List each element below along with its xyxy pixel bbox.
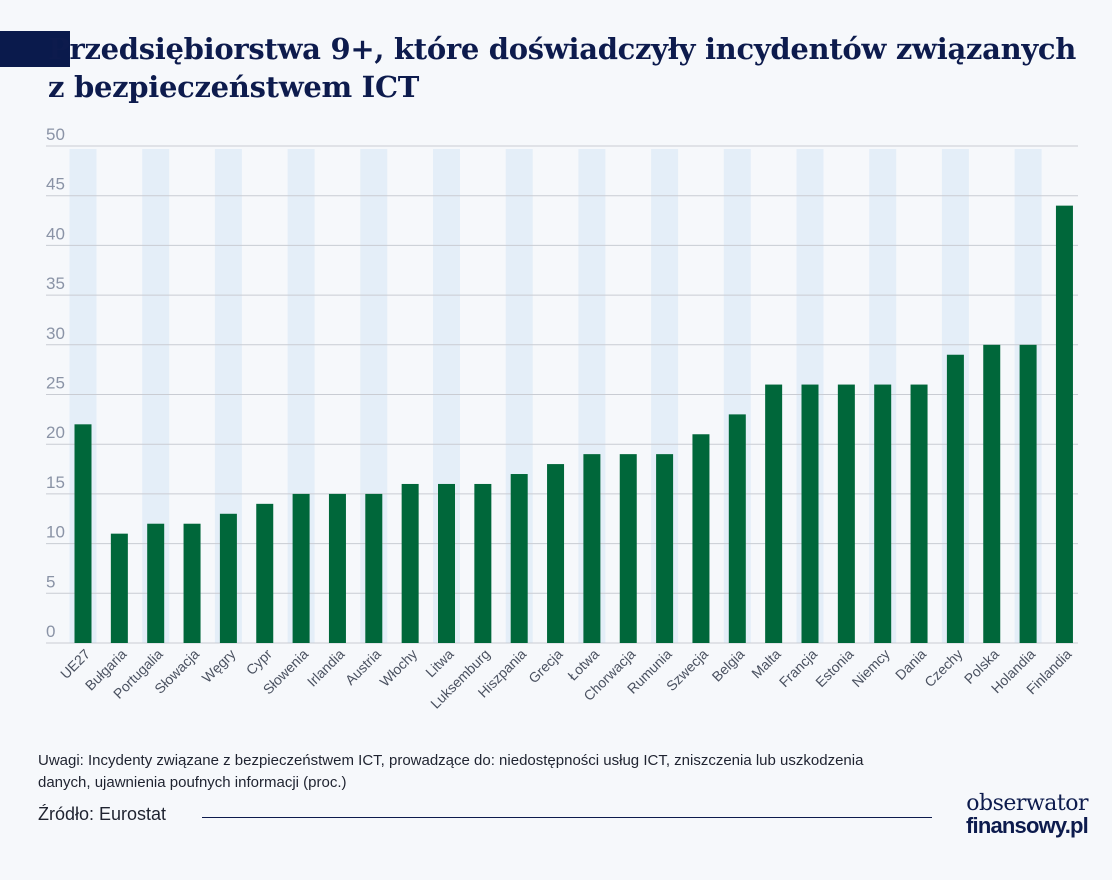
bar (328, 493, 346, 643)
x-category-label: Grecja (525, 646, 566, 687)
bar (219, 513, 237, 643)
bar (692, 434, 710, 643)
chart-title: Przedsiębiorstwa 9+, które doświadczyły … (48, 32, 1077, 104)
x-category-label: Estonia (812, 646, 856, 690)
logo-text-top: obserwator (966, 791, 1088, 816)
y-tick-label: 45 (46, 175, 65, 194)
x-category-label: Belgia (709, 646, 748, 685)
bar (910, 384, 928, 643)
y-tick-label: 5 (46, 572, 55, 591)
bar (438, 483, 455, 643)
source-label: Źródło: Eurostat (38, 804, 167, 824)
x-category-label: Francja (776, 646, 820, 690)
bar (837, 384, 855, 643)
bar (983, 344, 1001, 643)
bar (1055, 205, 1073, 643)
y-tick-label: 10 (46, 523, 65, 542)
bar (728, 414, 746, 643)
title-accent-bar (0, 31, 70, 67)
bar (147, 523, 165, 643)
x-category-label: Włochy (376, 646, 420, 690)
bar (183, 523, 201, 643)
logo-text-bottom: finansowy.pl (965, 813, 1089, 838)
gridlines (46, 145, 1078, 644)
bar (365, 493, 383, 643)
bar (656, 454, 674, 643)
bar (110, 533, 128, 643)
x-category-label: Niemcy (849, 646, 893, 690)
x-category-label: Czechy (921, 646, 965, 690)
x-category-label: Węgry (199, 646, 239, 686)
bar (874, 384, 892, 643)
bar (619, 454, 637, 643)
bar (256, 503, 274, 643)
bar (474, 483, 492, 643)
y-tick-label: 30 (46, 324, 65, 343)
bar (583, 454, 601, 643)
source-divider (202, 817, 932, 818)
y-axis-ticks: 0 5 10 15 20 25 30 35 40 45 50 (46, 125, 65, 641)
bar (74, 424, 92, 643)
y-tick-label: 25 (46, 374, 65, 393)
y-tick-label: 50 (46, 125, 65, 144)
y-tick-label: 15 (46, 473, 65, 492)
bar (765, 384, 783, 643)
y-tick-label: 40 (46, 224, 65, 243)
y-tick-label: 20 (46, 423, 65, 442)
x-category-label: Irlandia (304, 646, 348, 690)
bar (547, 464, 565, 643)
bars (74, 205, 1073, 643)
x-category-label: Cypr (243, 646, 275, 678)
y-tick-label: 0 (46, 622, 55, 641)
bar (292, 493, 310, 643)
publisher-logo[interactable]: obserwator finansowy.pl (965, 791, 1089, 838)
x-category-label: Austria (342, 646, 384, 688)
chart-note: Uwagi: Incydenty związane z bezpieczeńst… (38, 752, 864, 791)
y-tick-label: 35 (46, 274, 65, 293)
bar (801, 384, 819, 643)
bar (401, 483, 419, 643)
bar (946, 354, 964, 643)
bar (510, 474, 528, 643)
bar (1019, 344, 1037, 643)
